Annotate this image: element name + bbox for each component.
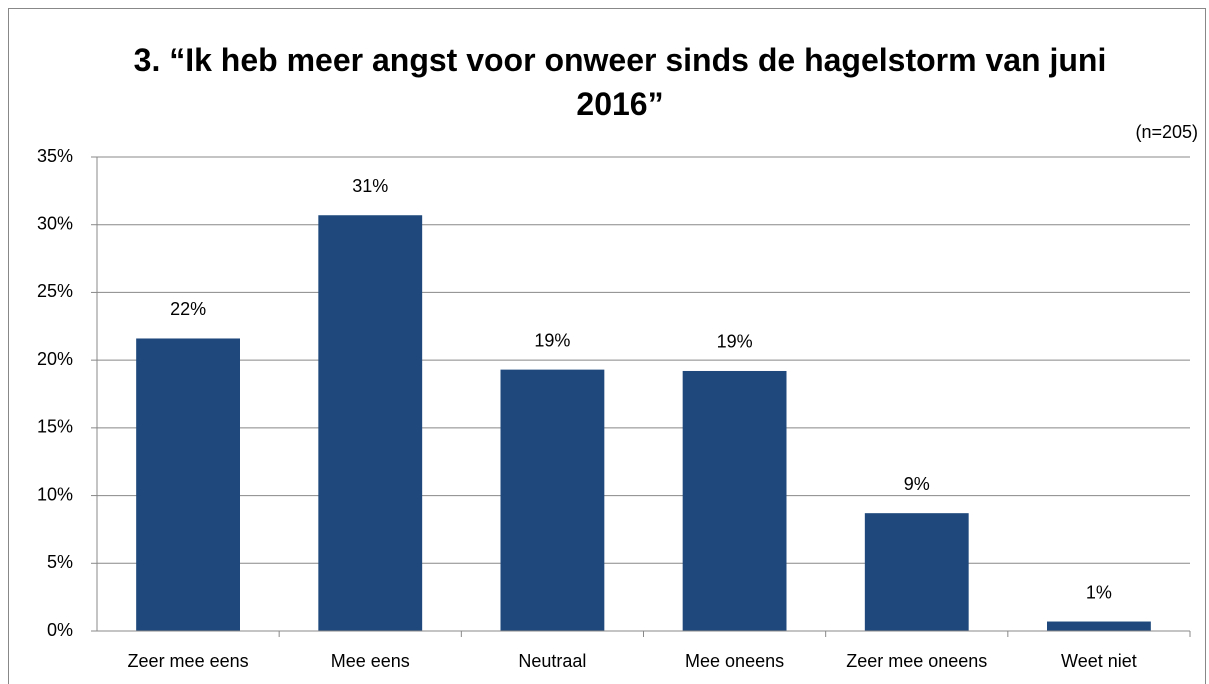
y-tick-label: 15%	[37, 417, 73, 437]
x-tick-label: Zeer mee oneens	[846, 651, 987, 671]
bar	[864, 513, 969, 631]
x-tick-label: Zeer mee eens	[128, 651, 249, 671]
value-label: 9%	[904, 474, 930, 494]
y-tick-label: 30%	[37, 213, 73, 233]
y-tick-label: 10%	[37, 484, 73, 504]
y-tick-label: 25%	[37, 281, 73, 301]
x-tick-label: Neutraal	[518, 651, 586, 671]
value-label: 31%	[352, 176, 388, 196]
y-tick-label: 35%	[37, 146, 73, 166]
value-label: 1%	[1086, 582, 1112, 602]
value-label: 19%	[717, 332, 753, 352]
x-tick-label: Mee oneens	[685, 651, 784, 671]
value-label: 22%	[170, 299, 206, 319]
bar	[136, 338, 241, 631]
bar	[1046, 621, 1151, 631]
sample-size: (n=205)	[1135, 122, 1198, 142]
bar	[500, 369, 605, 631]
bar	[682, 370, 787, 631]
chart-frame	[8, 8, 1206, 684]
chart-title: 3. “Ik heb meer angst voor onweer sinds …	[133, 42, 1107, 122]
y-tick-label: 5%	[47, 552, 73, 572]
value-label: 19%	[534, 330, 570, 350]
y-tick-label: 0%	[47, 620, 73, 640]
bar	[318, 215, 423, 631]
x-tick-label: Mee eens	[331, 651, 410, 671]
y-tick-label: 20%	[37, 349, 73, 369]
x-tick-label: Weet niet	[1061, 651, 1137, 671]
